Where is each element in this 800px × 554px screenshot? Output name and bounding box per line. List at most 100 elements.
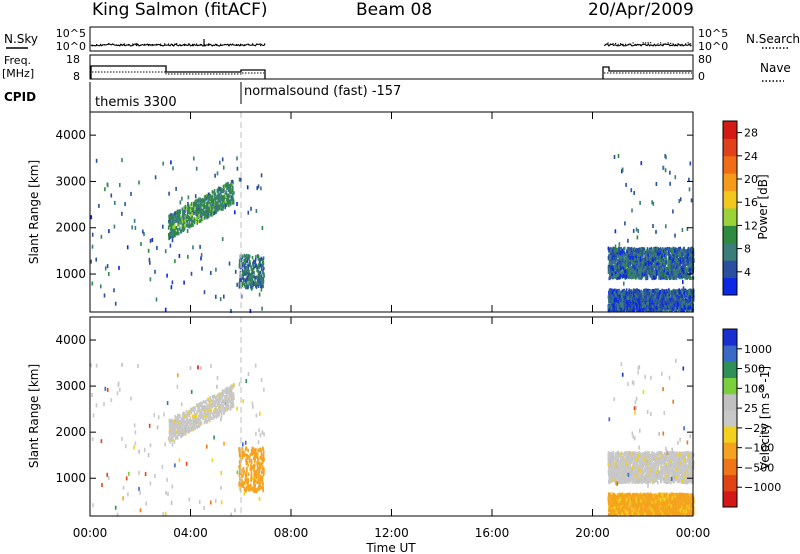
echo-cell xyxy=(211,198,214,202)
echo-cell xyxy=(647,270,649,274)
nsearch-point xyxy=(622,43,624,46)
echo-cell xyxy=(660,255,663,259)
echo-cell xyxy=(678,199,680,204)
echo-cell xyxy=(682,267,685,272)
echo-cell xyxy=(652,263,655,268)
echo-cell xyxy=(238,382,241,387)
echo-cell xyxy=(669,170,671,175)
echo-cell xyxy=(100,439,103,444)
echo-cell xyxy=(91,437,94,442)
echo-cell xyxy=(634,273,636,277)
nsearch-point xyxy=(252,43,254,45)
echo-cell xyxy=(663,248,666,253)
nsearch-point xyxy=(672,43,674,45)
echo-cell xyxy=(632,307,635,311)
echo-cell xyxy=(626,256,628,260)
echo-cell xyxy=(623,246,626,251)
echo-cell xyxy=(664,307,666,311)
echo-cell xyxy=(615,258,617,262)
beam-title: Beam 08 xyxy=(356,0,433,20)
echo-cell xyxy=(646,257,648,261)
echo-cell xyxy=(174,211,177,215)
echo-cell xyxy=(164,307,167,312)
echo-cell xyxy=(256,276,258,280)
echo-cell xyxy=(168,225,170,229)
echo-cell xyxy=(188,224,190,229)
echo-cell xyxy=(660,265,662,269)
echo-cell xyxy=(622,274,624,278)
echo-cell xyxy=(106,387,109,392)
echo-cell xyxy=(622,266,624,270)
echo-cell xyxy=(210,199,213,203)
echo-cell xyxy=(245,379,248,383)
echo-cell xyxy=(631,308,634,313)
nsearch-tick-high: 10^5 xyxy=(698,27,728,40)
echo-cell xyxy=(182,213,184,217)
echo-cell xyxy=(199,422,202,426)
echo-cell xyxy=(220,195,223,199)
nsearch-point xyxy=(152,44,154,46)
echo-cell xyxy=(184,206,186,210)
echo-cell xyxy=(125,476,128,481)
echo-cell xyxy=(110,398,113,403)
echo-cell xyxy=(190,224,192,228)
echo-cell xyxy=(680,274,683,278)
echo-cell xyxy=(674,301,676,305)
echo-cell xyxy=(244,258,247,262)
echo-cell xyxy=(242,276,244,280)
echo-cell xyxy=(612,265,615,269)
echo-cell xyxy=(90,259,92,264)
echo-cell xyxy=(203,290,206,295)
echo-cell xyxy=(201,212,203,217)
echo-cell xyxy=(244,280,247,284)
echo-cell xyxy=(632,290,635,294)
echo-cell xyxy=(95,403,98,408)
echo-cell xyxy=(670,300,673,304)
echo-cell xyxy=(670,256,672,260)
echo-cell xyxy=(682,270,685,275)
echo-cell xyxy=(223,294,225,299)
y-tick-label: 3000 xyxy=(55,174,86,188)
freq-tick-low: 8 xyxy=(73,70,80,83)
echo-cell xyxy=(200,366,202,371)
echo-cell xyxy=(652,301,655,305)
echo-cell xyxy=(689,248,692,253)
echo-cell xyxy=(675,272,678,276)
echo-cell xyxy=(685,267,688,272)
echo-cell xyxy=(226,182,228,186)
echo-cell xyxy=(689,161,692,166)
echo-cell xyxy=(682,309,685,313)
echo-cell xyxy=(216,376,219,380)
echo-cell xyxy=(170,285,173,290)
echo-cell xyxy=(619,274,622,278)
echo-cell xyxy=(662,249,665,253)
echo-cell xyxy=(665,257,668,261)
echo-cell xyxy=(261,306,263,311)
echo-cell xyxy=(646,259,648,263)
echo-cell xyxy=(665,292,667,297)
echo-cell xyxy=(624,275,627,279)
nsearch-point xyxy=(108,43,110,45)
echo-cell xyxy=(646,254,649,258)
echo-cell xyxy=(688,273,690,277)
echo-cell xyxy=(635,294,638,299)
echo-cell xyxy=(620,304,623,308)
echo-cell xyxy=(660,305,662,309)
echo-cell xyxy=(254,264,256,269)
echo-cell xyxy=(246,257,249,261)
echo-cell xyxy=(683,299,685,303)
echo-cell xyxy=(650,266,653,270)
echo-cell xyxy=(620,266,622,270)
echo-cell xyxy=(108,271,110,276)
echo-cell xyxy=(656,307,658,311)
echo-cell xyxy=(619,263,622,267)
echo-cell xyxy=(178,224,181,228)
echo-cell xyxy=(681,294,683,298)
nsky-trace-evening xyxy=(603,43,692,47)
echo-cell xyxy=(641,272,643,276)
echo-cell xyxy=(630,254,633,258)
echo-cell xyxy=(230,512,232,517)
echo-cell xyxy=(690,288,692,293)
echo-cell xyxy=(669,181,671,186)
echo-cell xyxy=(250,284,252,289)
